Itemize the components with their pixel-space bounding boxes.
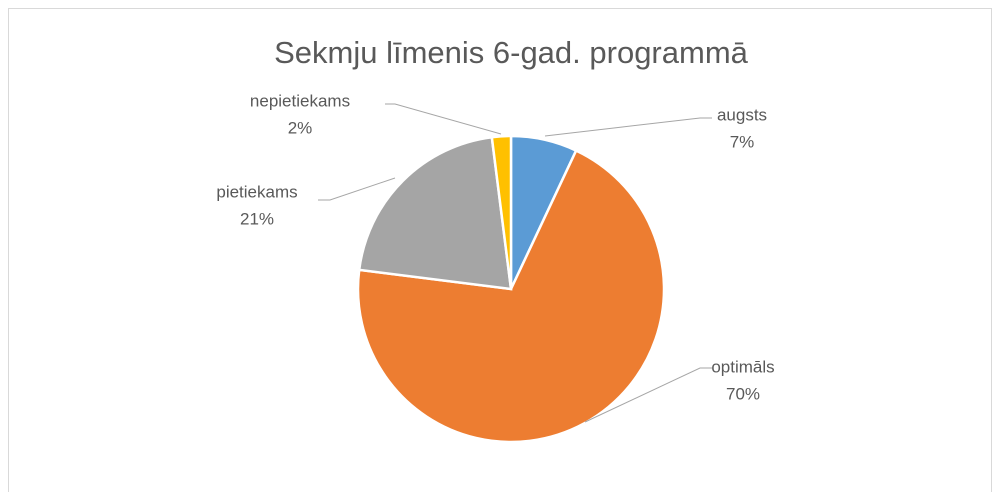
pie-slice — [490, 134, 513, 290]
leader-line — [318, 177, 396, 201]
value-label: 70% — [726, 384, 760, 403]
value-label: 2% — [288, 118, 313, 137]
category-label: nepietiekams — [250, 91, 350, 110]
pie-slice — [356, 148, 666, 444]
category-label: pietiekams — [216, 182, 297, 201]
category-label: augsts — [717, 105, 767, 124]
value-label: 21% — [240, 209, 274, 228]
category-label: optimāls — [711, 357, 774, 376]
leader-line — [584, 367, 712, 423]
chart-title: Sekmju līmenis 6-gad. programmā — [274, 35, 749, 70]
leader-line — [544, 117, 712, 137]
pie-slice — [357, 135, 513, 291]
leader-line — [385, 103, 502, 135]
value-label: 7% — [730, 132, 755, 151]
